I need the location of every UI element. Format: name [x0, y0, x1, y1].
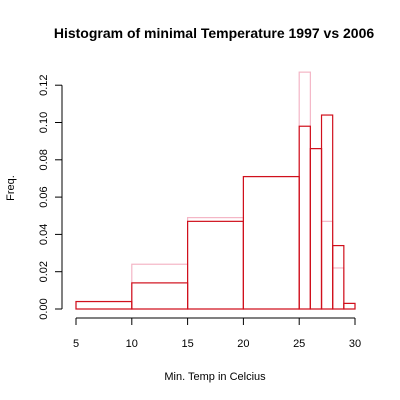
x-tick-label: 30 — [349, 338, 361, 350]
bars-series-dark — [75, 114, 356, 310]
x-tick-label: 25 — [293, 338, 305, 350]
y-tick-label: 0.12 — [38, 74, 50, 95]
y-axis: 0.00 0.02 0.04 0.06 0.08 0.10 0.12 — [38, 74, 63, 320]
y-tick-label: 0.10 — [38, 112, 50, 133]
y-tick-label: 0.00 — [38, 298, 50, 319]
histogram-bar-series-2-bin-1 — [75, 300, 133, 310]
histogram-bar-series-1-bin-7 — [320, 220, 334, 310]
y-tick-label: 0.04 — [38, 224, 50, 245]
histogram-bar-series-2-bin-3 — [187, 220, 245, 310]
histogram-bar-series-1-bin-8 — [332, 267, 345, 310]
x-tick-label: 15 — [181, 338, 193, 350]
chart-title: Histogram of minimal Temperature 1997 vs… — [54, 25, 375, 41]
histogram-bar-series-2-bin-7 — [320, 114, 334, 310]
y-tick-label: 0.02 — [38, 261, 50, 282]
histogram-bar-series-1-bin-5 — [298, 71, 311, 310]
y-tick-label: 0.08 — [38, 149, 50, 170]
x-tick-label: 20 — [237, 338, 249, 350]
histogram-bar-series-2-bin-5 — [298, 125, 311, 310]
x-axis: 5 10 15 20 25 30 — [73, 317, 361, 350]
x-tick-label: 10 — [126, 338, 138, 350]
histogram-bar-series-1-bin-6 — [309, 148, 323, 310]
y-axis-label: Freq. — [5, 175, 17, 201]
y-tick-label: 0.06 — [38, 186, 50, 207]
x-tick-label: 5 — [73, 338, 79, 350]
histogram-bar-series-2-bin-8 — [332, 244, 345, 310]
histogram-bar-series-2-bin-2 — [131, 282, 189, 310]
bars-series-light — [75, 71, 356, 310]
histogram-bar-series-1-bin-2 — [131, 263, 189, 310]
histogram-bar-series-1-bin-1 — [75, 300, 133, 310]
histogram-bar-series-1-bin-3 — [187, 217, 245, 310]
histogram-bar-series-1-bin-9 — [343, 302, 356, 310]
x-axis-label: Min. Temp in Celcius — [164, 371, 266, 383]
histogram-bar-series-2-bin-4 — [242, 175, 300, 310]
histogram-bar-series-2-bin-6 — [309, 148, 323, 310]
histogram-bar-series-1-bin-4 — [242, 175, 300, 310]
histogram-bar-series-2-bin-9 — [343, 302, 356, 310]
